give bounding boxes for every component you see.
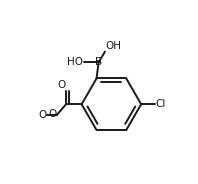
Text: O: O <box>57 80 65 90</box>
Text: B: B <box>95 57 102 67</box>
Text: HO: HO <box>67 57 83 67</box>
Text: OH: OH <box>105 41 121 51</box>
Text: Cl: Cl <box>155 99 166 109</box>
Text: O: O <box>48 109 56 119</box>
Text: O: O <box>38 110 47 120</box>
